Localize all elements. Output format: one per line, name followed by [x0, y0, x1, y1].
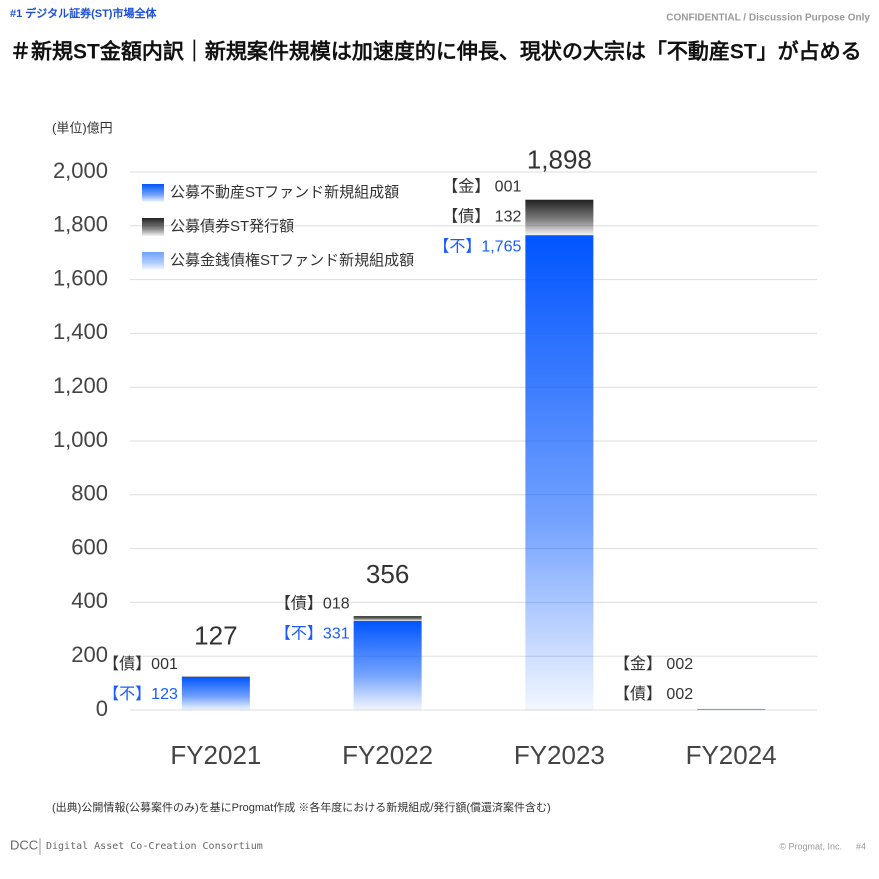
total-label: 356 — [366, 559, 409, 589]
y-tick-label: 2,000 — [53, 158, 108, 183]
x-tick-label: FY2022 — [342, 740, 433, 770]
data-label: 【金】 001 — [442, 178, 521, 196]
total-label: 1,898 — [527, 144, 592, 174]
bar-segment — [181, 676, 250, 678]
confidential: CONFIDENTIAL / Discussion Purpose Only — [666, 13, 870, 24]
y-tick-label: 1,600 — [53, 265, 108, 290]
y-tick-label: 600 — [71, 534, 108, 559]
y-tick-label: 1,800 — [53, 212, 108, 237]
data-label: 【不】1,765 — [433, 239, 521, 256]
data-label: 【不】331 — [275, 625, 350, 642]
x-tick-label: FY2021 — [170, 740, 261, 770]
legend-swatch — [142, 218, 164, 236]
logo: DCC — [10, 837, 38, 852]
bar-segment — [525, 235, 594, 710]
y-tick-label: 0 — [96, 696, 108, 721]
legend-label: 公募債券ST発行額 — [170, 218, 294, 235]
data-label: 【不】123 — [103, 686, 178, 703]
bar-segment — [525, 199, 594, 236]
page-number: #4 — [856, 841, 866, 851]
bar-segment — [181, 676, 250, 710]
bar-segment — [697, 708, 766, 710]
data-label: 【債】018 — [275, 594, 350, 612]
copyright: © Progmat, Inc. — [779, 841, 842, 851]
bar-segment — [353, 620, 422, 710]
data-label: 【金】 002 — [614, 655, 693, 673]
x-tick-label: FY2024 — [686, 740, 777, 770]
x-tick-label: FY2023 — [514, 740, 605, 770]
data-label: 【債】001 — [103, 655, 178, 673]
legend-swatch — [142, 184, 164, 202]
bar-segment — [353, 616, 422, 621]
y-tick-label: 400 — [71, 588, 108, 613]
legend-swatch — [142, 252, 164, 270]
unit-label: (単位)億円 — [52, 120, 113, 135]
slide-title: ＃新規ST金額内訳｜新規案件規模は加速度的に伸長、現状の大宗は「不動産ST」が占… — [10, 40, 862, 64]
data-label: 【債】 002 — [614, 685, 693, 703]
total-label: 127 — [194, 621, 237, 651]
y-tick-label: 1,400 — [53, 319, 108, 344]
y-tick-label: 800 — [71, 481, 108, 506]
org-name: Digital Asset Co-Creation Consortium — [46, 841, 263, 852]
legend-label: 公募金銭債権STファンド新規組成額 — [170, 252, 414, 269]
bar-segment — [697, 709, 766, 710]
data-label: 【債】 132 — [442, 208, 521, 226]
y-tick-label: 200 — [71, 642, 108, 667]
legend-label: 公募不動産STファンド新規組成額 — [170, 184, 399, 201]
y-tick-label: 1,200 — [53, 373, 108, 398]
y-tick-label: 1,000 — [53, 427, 108, 452]
source-note: (出典)公開情報(公募案件のみ)を基にProgmat作成 ※各年度における新規組… — [52, 800, 551, 814]
bar-segment — [525, 199, 594, 200]
section-label: #1 デジタル証券(ST)市場全体 — [10, 6, 157, 20]
